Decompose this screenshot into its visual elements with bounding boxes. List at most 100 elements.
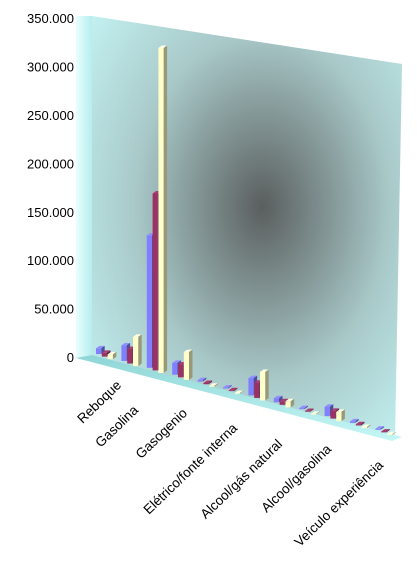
side-wall (76, 16, 92, 358)
bar-front (158, 47, 164, 373)
bar-top (387, 431, 396, 435)
bar-front (107, 354, 113, 360)
bar-front (209, 385, 215, 387)
bar-front (355, 424, 361, 426)
bar (209, 383, 218, 387)
bar-front (310, 413, 316, 415)
bar-top (285, 398, 295, 402)
bar-side (290, 398, 295, 408)
bar-front (152, 193, 158, 371)
bar-top (350, 418, 359, 422)
bar (158, 45, 168, 373)
bar-top (375, 426, 385, 429)
bar-front (381, 431, 387, 433)
bar-side (316, 411, 320, 415)
bar (336, 409, 345, 422)
bar-front (127, 348, 133, 364)
bar-front (305, 410, 311, 412)
bar-front (248, 378, 254, 396)
bar-front (178, 364, 184, 378)
bar (234, 390, 244, 394)
bar-side (392, 431, 396, 435)
bar-front (375, 428, 381, 430)
bar-top (172, 360, 181, 363)
bar-front (350, 421, 356, 423)
bar-top (158, 45, 168, 48)
bar-front (234, 393, 240, 394)
bar-top (381, 429, 390, 432)
bar-side (380, 426, 385, 430)
bar-front (279, 401, 285, 405)
bar (260, 369, 269, 401)
bar-side (341, 409, 345, 422)
bars (96, 45, 396, 435)
x-tick-label: Gasogenio (133, 405, 190, 461)
bar (375, 426, 385, 430)
bar (228, 387, 238, 392)
bar-side (366, 424, 371, 429)
bar (299, 405, 308, 410)
bar-top (203, 380, 213, 383)
bar-side (386, 429, 390, 433)
chart-walls (76, 16, 402, 441)
bar-top (228, 387, 238, 391)
bar-front (324, 406, 330, 417)
bar (350, 418, 359, 423)
bar-side (279, 395, 283, 403)
bar-top (248, 375, 258, 379)
bar-front (133, 336, 139, 367)
bar-front (228, 390, 234, 392)
bar (197, 377, 207, 382)
bar-top (336, 409, 345, 412)
bar-side (228, 385, 232, 389)
bar-side (361, 421, 365, 426)
bar-side (304, 405, 308, 410)
bar (387, 431, 396, 435)
bar-top (223, 385, 232, 388)
y-tick-label: 50.000 (34, 302, 74, 317)
bar (305, 408, 314, 412)
bar-front (121, 345, 127, 361)
y-tick-label: 100.000 (27, 253, 74, 268)
bar-front (96, 348, 102, 355)
back-wall (92, 16, 402, 440)
bar-front (260, 372, 266, 401)
bar-top (310, 411, 320, 414)
bar-top (101, 350, 111, 353)
y-tick-label: 350.000 (27, 11, 74, 26)
bar-side (355, 418, 359, 423)
bar-side (239, 390, 244, 394)
y-tick-label: 0 (67, 350, 74, 365)
bar (273, 395, 283, 403)
bar (361, 424, 371, 429)
bar-front (299, 408, 305, 410)
bar-top (355, 421, 365, 425)
bar-top (183, 349, 193, 353)
bar-front (101, 352, 107, 357)
bar-side (208, 380, 213, 385)
bar-side (214, 383, 218, 387)
bar-top (121, 342, 131, 346)
bar-top (209, 383, 218, 386)
bar-top (305, 408, 314, 411)
bar-front (223, 387, 229, 389)
bar (107, 351, 117, 360)
bar-front (254, 382, 260, 398)
bar-top (324, 404, 334, 407)
bar-front (330, 410, 336, 419)
bar-side (310, 408, 314, 412)
bar-front (203, 382, 209, 385)
bar-front (285, 401, 291, 408)
bar (223, 385, 232, 389)
bar-front (336, 411, 342, 422)
bar-side (234, 387, 238, 392)
bar-front (183, 352, 189, 380)
bar-side (112, 351, 117, 360)
bar-side (265, 369, 269, 401)
bar (310, 411, 320, 415)
bar (381, 429, 390, 433)
y-tick-label: 200.000 (27, 156, 74, 171)
bar-side (202, 377, 207, 382)
bar-top (279, 398, 289, 402)
